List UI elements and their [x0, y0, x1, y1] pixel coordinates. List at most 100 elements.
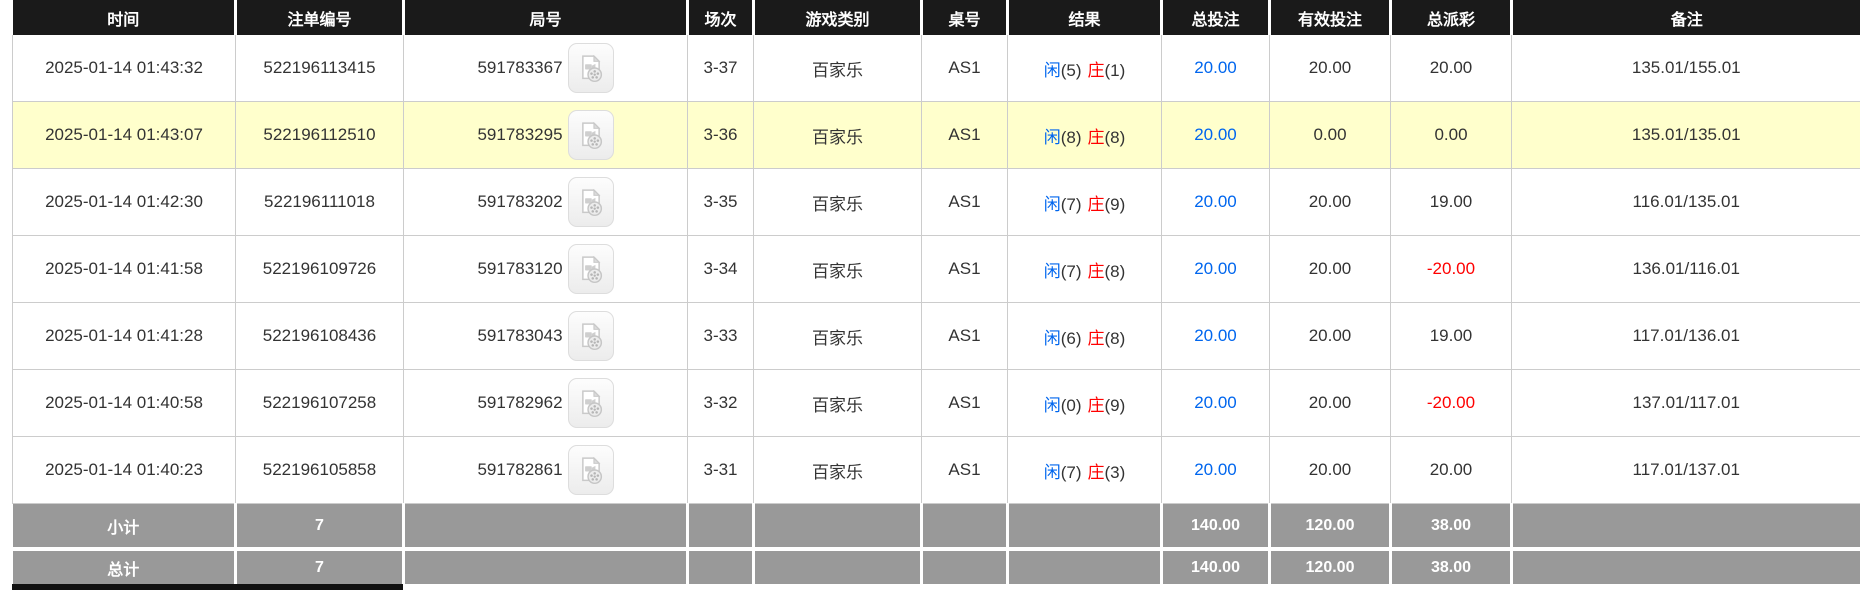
player-result: 闲(8) — [1043, 127, 1082, 147]
table-row: 2025-01-14 01:43:07 522196112510 5917832… — [12, 101, 1860, 169]
remark-cell: 136.01/116.01 — [1511, 235, 1860, 303]
footer-total-bet: 140.00 — [1161, 503, 1271, 549]
player-result: 闲(7) — [1043, 261, 1082, 281]
table-number-cell: AS1 — [921, 436, 1008, 504]
table-row: 2025-01-14 01:43:32 522196113415 5917833… — [12, 35, 1860, 102]
game-type-cell: 百家乐 — [753, 369, 922, 437]
column-header-total_payout: 总派彩 — [1390, 0, 1513, 35]
game-type-cell: 百家乐 — [753, 436, 922, 504]
player-result: 闲(5) — [1043, 60, 1082, 80]
session-cell: 3-37 — [687, 35, 754, 102]
video-record-icon[interactable] — [567, 43, 614, 93]
footer-empty-game-type — [753, 503, 923, 549]
table-row: 2025-01-14 01:40:58 522196107258 5917829… — [12, 369, 1860, 437]
remark-cell: 135.01/135.01 — [1511, 101, 1860, 169]
footer-empty-session — [687, 547, 755, 584]
total-payout-cell: 20.00 — [1390, 35, 1512, 102]
banker-result: 庄(9) — [1087, 395, 1126, 415]
video-record-icon[interactable] — [567, 110, 614, 160]
footer-label: 总计 — [12, 547, 237, 584]
valid-bet-cell: 20.00 — [1269, 436, 1391, 504]
bet-number-cell: 522196105858 — [235, 436, 404, 504]
banker-result: 庄(3) — [1087, 462, 1126, 482]
time-cell: 2025-01-14 01:40:23 — [12, 436, 236, 504]
valid-bet-cell: 20.00 — [1269, 168, 1391, 236]
remark-cell: 135.01/155.01 — [1511, 35, 1860, 102]
result-cell: 闲(0) 庄(9) — [1007, 369, 1162, 437]
table-number-cell: AS1 — [921, 302, 1008, 370]
valid-bet-cell: 20.00 — [1269, 35, 1391, 102]
total-payout-cell: -20.00 — [1390, 235, 1512, 303]
round-number-cell: 591783367 — [403, 35, 688, 102]
banker-result: 庄(8) — [1087, 328, 1126, 348]
footer-empty-round — [403, 503, 689, 549]
footer-empty-round — [403, 547, 689, 584]
footer-total-payout: 38.00 — [1390, 547, 1513, 584]
total-payout-cell: 0.00 — [1390, 101, 1512, 169]
banker-result: 庄(8) — [1087, 127, 1126, 147]
footer-empty-result — [1007, 547, 1163, 584]
bet-number-cell: 522196113415 — [235, 35, 404, 102]
footer-empty-session — [687, 503, 755, 549]
valid-bet-cell: 0.00 — [1269, 101, 1391, 169]
round-number-cell: 591783120 — [403, 235, 688, 303]
column-header-time: 时间 — [12, 0, 237, 35]
remark-cell: 117.01/137.01 — [1511, 436, 1860, 504]
round-number-cell: 591782861 — [403, 436, 688, 504]
footer-total-payout: 38.00 — [1390, 503, 1513, 549]
player-result: 闲(0) — [1043, 395, 1082, 415]
time-cell: 2025-01-14 01:43:32 — [12, 35, 236, 102]
total-payout-cell: 19.00 — [1390, 302, 1512, 370]
column-header-game_type: 游戏类别 — [753, 0, 923, 35]
round-number-cell: 591783043 — [403, 302, 688, 370]
round-number: 591782962 — [477, 393, 563, 412]
column-header-result: 结果 — [1007, 0, 1163, 35]
column-header-round_no: 局号 — [403, 0, 689, 35]
player-result: 闲(7) — [1043, 194, 1082, 214]
round-number-cell: 591783295 — [403, 101, 688, 169]
time-cell: 2025-01-14 01:41:28 — [12, 302, 236, 370]
round-number: 591783043 — [477, 326, 563, 345]
footer-empty-result — [1007, 503, 1163, 549]
session-cell: 3-31 — [687, 436, 754, 504]
total-payout-cell: -20.00 — [1390, 369, 1512, 437]
video-record-icon[interactable] — [567, 378, 614, 428]
grand-total-row: 总计 7 140.00 120.00 38.00 — [12, 547, 1860, 584]
session-cell: 3-36 — [687, 101, 754, 169]
column-header-session: 场次 — [687, 0, 755, 35]
column-header-table_no: 桌号 — [921, 0, 1009, 35]
footer-total-bet: 140.00 — [1161, 547, 1271, 584]
bet-number-cell: 522196109726 — [235, 235, 404, 303]
valid-bet-cell: 20.00 — [1269, 369, 1391, 437]
total-bet-cell: 20.00 — [1161, 235, 1270, 303]
remark-cell: 137.01/117.01 — [1511, 369, 1860, 437]
footer-valid-bet: 120.00 — [1269, 547, 1392, 584]
time-cell: 2025-01-14 01:42:30 — [12, 168, 236, 236]
time-cell: 2025-01-14 01:40:58 — [12, 369, 236, 437]
footer-label: 小计 — [12, 503, 237, 549]
video-record-icon[interactable] — [567, 445, 614, 495]
bet-history-table: 时间 注单编号 局号 场次 游戏类别 桌号 结果 总投注 有效投注 总派彩 备注 2025-01-1… — [12, 0, 1860, 584]
bet-number-cell: 522196112510 — [235, 101, 404, 169]
table-row: 2025-01-14 01:41:28 522196108436 5917830… — [12, 302, 1860, 370]
table-number-cell: AS1 — [921, 235, 1008, 303]
column-header-remark: 备注 — [1511, 0, 1860, 35]
total-bet-cell: 20.00 — [1161, 101, 1270, 169]
table-row: 2025-01-14 01:42:30 522196111018 5917832… — [12, 168, 1860, 236]
total-payout-cell: 19.00 — [1390, 168, 1512, 236]
video-record-icon[interactable] — [567, 311, 614, 361]
time-cell: 2025-01-14 01:41:58 — [12, 235, 236, 303]
banker-result: 庄(9) — [1087, 194, 1126, 214]
round-number: 591783120 — [477, 259, 563, 278]
table-number-cell: AS1 — [921, 369, 1008, 437]
table-number-cell: AS1 — [921, 168, 1008, 236]
time-cell: 2025-01-14 01:43:07 — [12, 101, 236, 169]
game-type-cell: 百家乐 — [753, 235, 922, 303]
footer-empty-game-type — [753, 547, 923, 584]
result-cell: 闲(6) 庄(8) — [1007, 302, 1162, 370]
result-cell: 闲(7) 庄(8) — [1007, 235, 1162, 303]
video-record-icon[interactable] — [567, 177, 614, 227]
video-record-icon[interactable] — [567, 244, 614, 294]
total-bet-cell: 20.00 — [1161, 436, 1270, 504]
